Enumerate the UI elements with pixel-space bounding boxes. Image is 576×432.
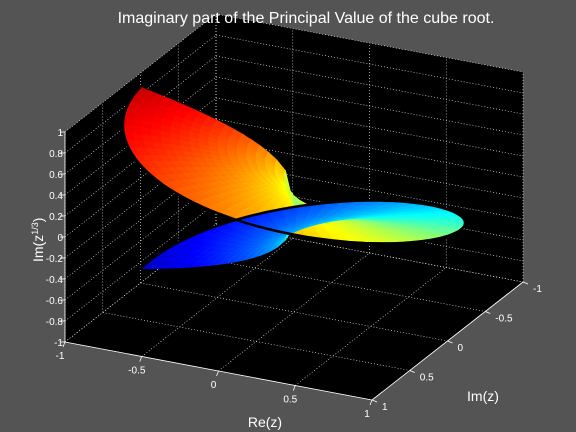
z-tick-label: 0.4	[49, 191, 63, 202]
grid-line-wall-z-right	[215, 55, 524, 115]
z-tick-label: 0.2	[49, 212, 63, 223]
y-tick-label: -0.5	[495, 314, 513, 325]
y-tick-labels: -1 -0.5 0 0.5 1	[371, 281, 542, 413]
grid-line-wall-z-right	[215, 97, 524, 157]
surface-plot	[122, 86, 466, 270]
z-tick-label: -0.4	[46, 275, 64, 286]
x-tick-mark	[62, 341, 66, 348]
grid-line-wall-z-right	[215, 160, 524, 220]
x-tick-label: 0.5	[283, 395, 297, 406]
z-tick-label: 0.8	[49, 149, 63, 160]
z-axis-label-close: )	[30, 218, 46, 223]
surface-patch	[275, 159, 286, 173]
contour-line	[121, 86, 467, 270]
grid-line-wall-z-right	[215, 118, 524, 178]
x-tick-label: 0	[211, 380, 217, 391]
x-tick-mark	[369, 399, 373, 406]
grid-line-wall-z-right	[215, 223, 524, 283]
y-tick-mark	[409, 370, 415, 373]
grid-line-wall-z-right	[215, 13, 524, 73]
grid-line-wall-z-right	[215, 139, 524, 199]
x-tick-mark	[216, 370, 219, 377]
z-tick-label: -1	[54, 338, 63, 349]
z-axis-label-base: Im(z	[30, 235, 46, 262]
grid-line-wall-z-left	[64, 76, 217, 196]
x-tick-label: -0.5	[128, 366, 146, 377]
grid-line-floor-x	[295, 267, 447, 386]
z-tick-label: -0.2	[46, 254, 64, 265]
z-tick-label: 0	[57, 233, 63, 244]
grid-line-wall-z-left	[64, 202, 217, 322]
x-tick-label: 1	[364, 409, 370, 420]
grid-line-wall-z-left	[64, 55, 217, 175]
grid-line-floor-y	[140, 282, 448, 342]
z-tick-label: -0.6	[46, 296, 64, 307]
y-axis-label: Im(z)	[467, 388, 499, 404]
y-tick-label: -1	[533, 284, 542, 295]
y-tick-mark	[447, 340, 453, 344]
z-tick-label: 1	[57, 128, 63, 139]
y-tick-label: 0.5	[420, 373, 434, 384]
grid-line-wall-z-right	[215, 34, 524, 94]
x-tick-mark	[292, 385, 296, 391]
grid-line-wall-z-left	[64, 34, 217, 154]
grid-line-floor-y	[178, 253, 486, 312]
y-tick-mark	[371, 399, 378, 403]
y-tick-label: 0	[458, 343, 464, 354]
y-tick-mark	[485, 311, 491, 314]
z-tick-label: 0.6	[49, 170, 63, 181]
grid-line-wall-z-right	[215, 76, 524, 136]
z-tick-labels: -1 -0.8 -0.6 -0.4 -0.2 0 0.2 0.4 0.6 0.8 1	[46, 128, 65, 349]
x-tick-labels: -1 -0.5 0 0.5 1	[56, 341, 373, 420]
x-tick-label: -1	[56, 351, 65, 362]
chart-title: Imaginary part of the Principal Value of…	[118, 10, 495, 27]
z-axis-label: Im(z1/3)	[30, 218, 46, 262]
z-tick-label: -0.8	[46, 317, 64, 328]
grid-line-floor-y	[102, 312, 410, 371]
y-tick-label: 1	[382, 402, 388, 413]
grid-line-floor-x	[218, 252, 370, 372]
contour-unit-circle	[121, 86, 467, 270]
x-axis-label: Re(z)	[248, 414, 282, 430]
grid-line-wall-z-left	[64, 13, 217, 133]
grid-line-floor-x	[141, 238, 293, 357]
y-tick-mark	[522, 281, 529, 285]
z-axis-label-exponent: 1/3	[30, 222, 40, 235]
x-tick-mark	[139, 356, 143, 362]
